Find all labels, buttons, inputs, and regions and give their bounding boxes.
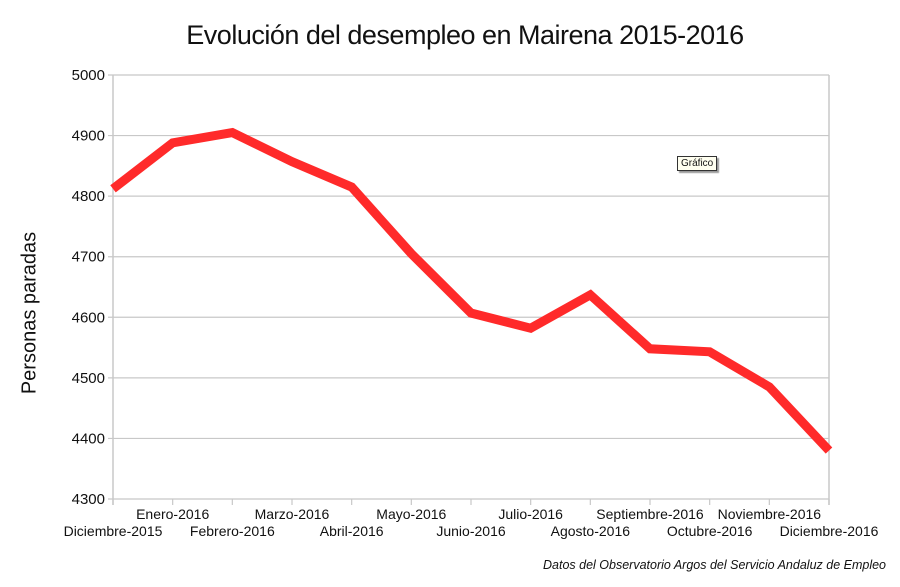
x-tick-label: Junio-2016 xyxy=(436,523,505,539)
y-tick-label: 4300 xyxy=(72,491,105,508)
y-tick-label: 4900 xyxy=(72,128,105,145)
axes xyxy=(112,75,830,505)
chart-title: Evolución del desempleo en Mairena 2015-… xyxy=(186,20,744,50)
x-tick-label: Julio-2016 xyxy=(498,506,563,522)
gridlines xyxy=(108,74,829,500)
x-tick-label: Diciembre-2016 xyxy=(780,523,879,539)
x-tick-label: Enero-2016 xyxy=(136,506,209,522)
source-note: Datos del Observatorio Argos del Servici… xyxy=(543,558,886,572)
x-tick-label: Marzo-2016 xyxy=(255,506,330,522)
y-tick-label: 5000 xyxy=(72,67,105,84)
x-tick-label: Diciembre-2015 xyxy=(64,523,163,539)
x-tick-label: Mayo-2016 xyxy=(376,506,446,522)
x-tick-label: Septiembre-2016 xyxy=(596,506,704,522)
series-group xyxy=(110,127,833,454)
y-tick-label: 4600 xyxy=(72,309,105,326)
chart-tooltip: Gráfico xyxy=(677,156,718,171)
x-tick-label: Febrero-2016 xyxy=(190,523,275,539)
x-tick-label: Agosto-2016 xyxy=(551,523,631,539)
y-tick-label: 4800 xyxy=(72,188,105,205)
x-tick-label: Octubre-2016 xyxy=(667,523,753,539)
y-axis-ticks: 4300 4400 4500 4600 4700 4800 4900 5000 xyxy=(72,67,105,508)
y-tick-label: 4700 xyxy=(72,249,105,266)
x-tick-label: Abril-2016 xyxy=(320,523,384,539)
series-line xyxy=(110,127,833,454)
x-tick-label: Noviembre-2016 xyxy=(718,506,822,522)
y-tick-label: 4400 xyxy=(72,430,105,447)
y-tick-label: 4500 xyxy=(72,370,105,387)
x-axis-ticks: Diciembre-2015Enero-2016Febrero-2016Marz… xyxy=(64,499,879,539)
